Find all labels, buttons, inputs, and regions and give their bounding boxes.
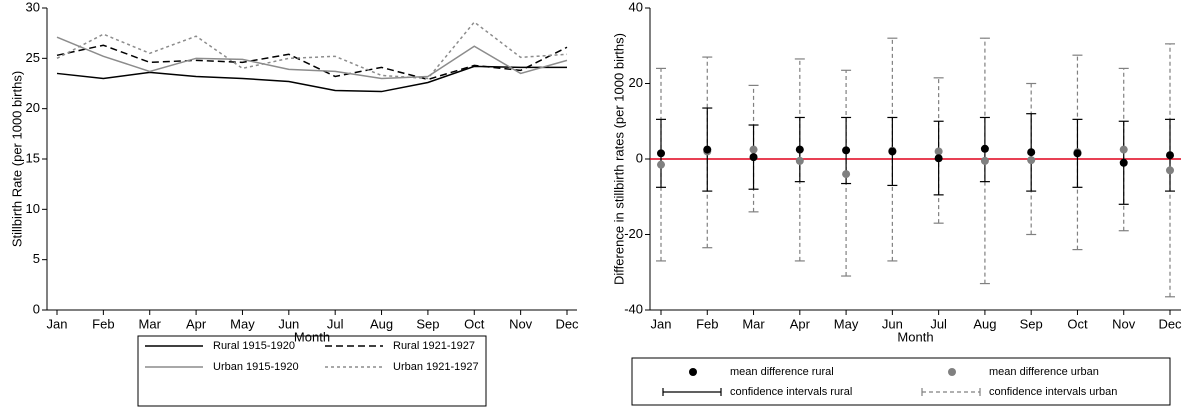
- y-tick-label: 5: [33, 251, 40, 266]
- x-tick-label: Aug: [973, 316, 996, 331]
- y-tick-label: 0: [33, 301, 40, 316]
- y-axis-label: Difference in stillbirth rates (per 1000…: [611, 33, 626, 285]
- line-series: [56, 65, 567, 93]
- mean-point: [980, 144, 989, 153]
- x-tick-label: Sep: [1020, 316, 1043, 331]
- x-tick-label: Sep: [416, 316, 439, 331]
- legend-label: confidence intervals rural: [730, 386, 852, 398]
- y-tick-label: 20: [26, 100, 40, 115]
- x-tick-label: Nov: [509, 316, 533, 331]
- x-tick-label: Jul: [930, 316, 947, 331]
- x-tick-label: Apr: [790, 316, 811, 331]
- mean-point: [1166, 166, 1174, 175]
- x-tick-label: Jun: [278, 316, 299, 331]
- legend-box: [631, 357, 1171, 406]
- legend-label: Rural 1915-1920: [213, 340, 295, 352]
- mean-point: [1166, 151, 1174, 160]
- x-tick-label: Dec: [1158, 316, 1182, 331]
- y-tick-label: 10: [26, 201, 40, 216]
- y-tick-label: 20: [629, 75, 643, 90]
- legend: Rural 1915-1920 Rural 1921-1927 Urban 1915…: [137, 335, 487, 407]
- mean-point: [749, 153, 758, 162]
- legend-label: Rural 1921-1927: [393, 340, 475, 352]
- mean-point: [934, 147, 943, 156]
- x-tick-label: Oct: [1067, 316, 1088, 331]
- x-tick-label: Feb: [696, 316, 718, 331]
- x-tick-label: Jan: [651, 316, 672, 331]
- mean-point: [1027, 156, 1036, 165]
- x-tick-label: Jul: [327, 316, 344, 331]
- x-tick-label: May: [230, 316, 255, 331]
- line-series: [56, 44, 568, 81]
- mean-point: [1027, 148, 1036, 157]
- mean-point: [888, 147, 897, 156]
- mean-point: [842, 170, 851, 179]
- y-tick-label: -40: [624, 301, 643, 316]
- line-series: [56, 36, 568, 80]
- mean-point: [657, 160, 665, 169]
- legend-label: Urban 1921-1927: [393, 361, 479, 373]
- x-tick-label: Mar: [742, 316, 765, 331]
- x-tick-label: Feb: [92, 316, 114, 331]
- y-tick-label: -20: [624, 226, 643, 241]
- x-tick-label: Apr: [186, 316, 207, 331]
- x-tick-label: Aug: [370, 316, 393, 331]
- mean-point: [703, 145, 712, 154]
- legend-label: mean difference urban: [989, 366, 1099, 378]
- legend-label: confidence intervals urban: [989, 386, 1117, 398]
- mean-point: [795, 156, 804, 165]
- legend: mean difference rural confidence interval…: [631, 357, 1171, 406]
- x-tick-label: Nov: [1112, 316, 1136, 331]
- x-tick-label: Jun: [882, 316, 903, 331]
- y-tick-label: 40: [629, 0, 643, 14]
- y-axis-label: Stillbirth Rate (per 1000 births): [9, 71, 24, 247]
- legend-label: mean difference rural: [730, 366, 834, 378]
- mean-point: [657, 149, 665, 158]
- mean-point: [1119, 145, 1128, 154]
- legend-box: [137, 335, 487, 407]
- y-tick-label: 0: [636, 150, 643, 165]
- legend-label: Urban 1915-1920: [213, 361, 299, 373]
- y-tick-label: 25: [26, 50, 40, 65]
- y-tick-label: 30: [26, 0, 40, 14]
- x-tick-label: Dec: [555, 316, 579, 331]
- mean-point: [934, 154, 943, 163]
- mean-point: [980, 156, 989, 165]
- mean-point: [749, 145, 758, 154]
- legend-marker: [689, 368, 697, 376]
- x-tick-label: Mar: [139, 316, 162, 331]
- line-series: [56, 21, 568, 80]
- x-axis-label: Month: [294, 329, 330, 344]
- mean-point: [842, 146, 851, 155]
- x-tick-label: Oct: [464, 316, 485, 331]
- x-axis-label: Month: [897, 329, 933, 344]
- mean-point: [1073, 149, 1082, 158]
- mean-point: [795, 145, 804, 154]
- x-tick-label: May: [834, 316, 859, 331]
- x-tick-label: Jan: [47, 316, 68, 331]
- y-tick-label: 15: [26, 150, 40, 165]
- mean-point: [1119, 158, 1128, 167]
- legend-marker: [948, 368, 956, 376]
